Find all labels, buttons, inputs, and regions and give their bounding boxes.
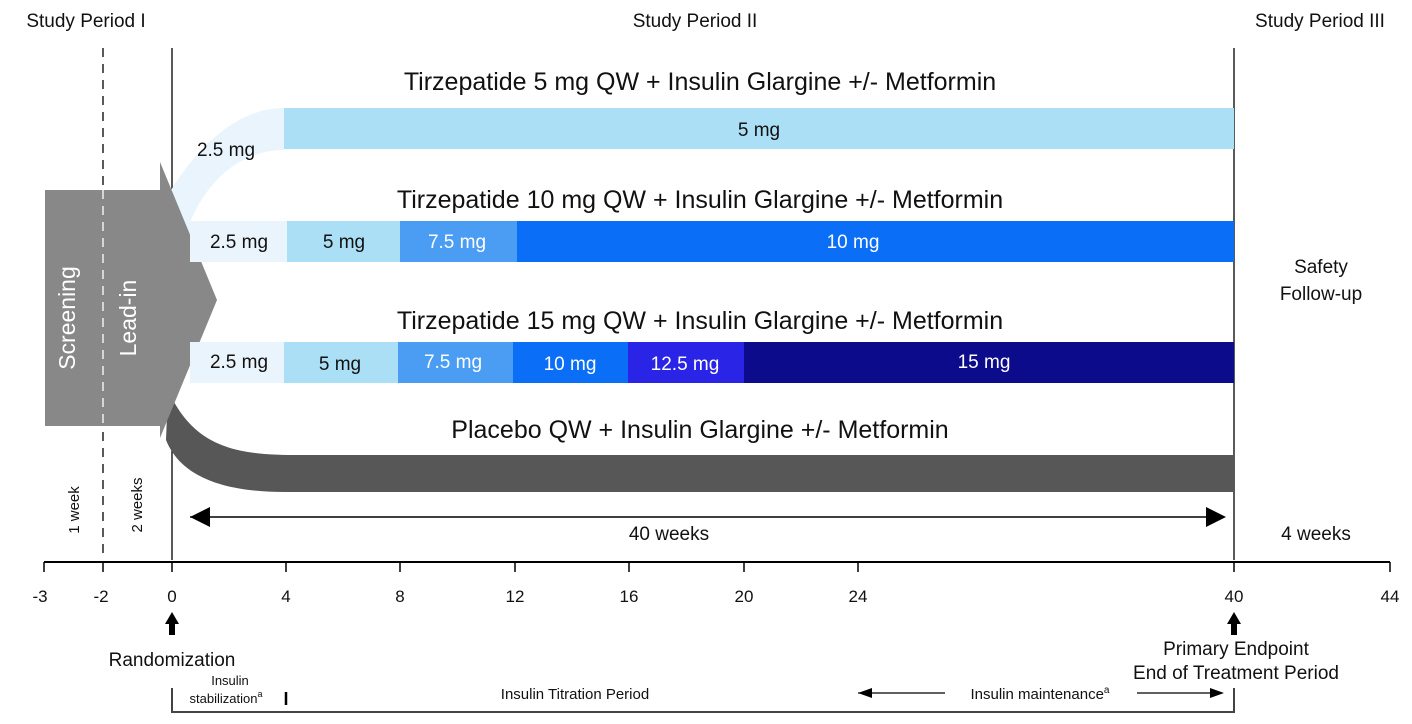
followup-duration-label: 4 weeks (1281, 524, 1351, 545)
weeks-2-label: 2 weeks (129, 477, 146, 532)
arm-4-title: Placebo QW + Insulin Glargine +/- Metfor… (451, 416, 948, 444)
week-1-label: 1 week (66, 486, 83, 534)
period-3-label: Study Period III (1255, 11, 1385, 32)
tick-label: 24 (849, 587, 868, 606)
tick-label: -2 (93, 587, 108, 606)
insulin-stabilization-line-2: stabilizationa (190, 689, 263, 706)
treatment-duration-label: 40 weeks (629, 524, 709, 545)
arm-3-dose-15: 15 mg (958, 352, 1011, 373)
tick-label: 0 (167, 587, 176, 606)
arm-2-dose-5: 5 mg (323, 232, 365, 253)
maintenance-arrowhead-right-icon (1210, 688, 1224, 698)
arm-2-dose-10: 10 mg (827, 232, 880, 253)
dose-fan-wedge (168, 108, 284, 270)
arm-2-dose-2-5: 2.5 mg (210, 232, 268, 253)
safety-line-1: Safety (1294, 257, 1348, 278)
arm-3-segment-2-5mg (190, 342, 284, 383)
tick-label: 4 (281, 587, 290, 606)
arm-3-title: Tirzepatide 15 mg QW + Insulin Glargine … (397, 307, 1003, 335)
arm-3-segment-10mg (513, 342, 628, 383)
arm-1-dose-2-5: 2.5 mg (197, 140, 255, 161)
tick-label: -3 (32, 587, 47, 606)
arrowhead-right-icon (1206, 507, 1226, 527)
insulin-titration-label: Insulin Titration Period (501, 686, 649, 703)
arm-1-title: Tirzepatide 5 mg QW + Insulin Glargine +… (404, 68, 996, 96)
arm-1-segment-5mg (284, 108, 1234, 149)
tick-label: 8 (395, 587, 404, 606)
arm-3-segment-5mg (284, 342, 398, 383)
period-1-label: Study Period I (26, 11, 145, 32)
end-of-treatment-label: End of Treatment Period (1133, 663, 1339, 684)
arm-2-segment-7-5mg (400, 221, 517, 262)
insulin-stabilization-line-1: Insulin (211, 673, 249, 688)
arm-3-dose-5: 5 mg (319, 354, 361, 375)
tick-label: 12 (506, 587, 525, 606)
arm-2-segment-10mg (517, 221, 1234, 262)
arm-3-dose-10: 10 mg (544, 354, 597, 375)
insulin-maintenance-label: Insulin maintenancea (971, 685, 1110, 703)
leadin-arrow (45, 162, 217, 438)
arm-3-dose-12-5: 12.5 mg (651, 354, 720, 375)
arm-3-segment-12-5mg (628, 342, 744, 383)
insulin-bracket (171, 688, 1235, 713)
arm-2-segment-5mg (287, 221, 400, 262)
endpoint-arrow-icon (1227, 612, 1241, 635)
period-2-label: Study Period II (633, 11, 758, 32)
placebo-bar (166, 390, 1234, 492)
tick-label: 20 (735, 587, 754, 606)
arm-3-segment-15mg (744, 342, 1234, 383)
arm-3-dose-2-5: 2.5 mg (210, 352, 268, 373)
axis-ticks (43, 562, 1391, 572)
maintenance-arrowhead-left-icon (858, 688, 872, 698)
primary-endpoint-label: Primary Endpoint (1163, 639, 1309, 660)
screening-label: Screening (54, 266, 80, 370)
leadin-label: Lead-in (115, 280, 141, 357)
safety-line-2: Follow-up (1280, 284, 1362, 305)
arrowhead-left-icon (190, 507, 210, 527)
arm-3-dose-7-5: 7.5 mg (424, 352, 482, 373)
tick-label: 44 (1381, 587, 1400, 606)
arm-2-title: Tirzepatide 10 mg QW + Insulin Glargine … (397, 186, 1003, 214)
arm-3-segment-7-5mg (398, 342, 513, 383)
arm-2-dose-7-5: 7.5 mg (428, 232, 486, 253)
randomization-arrow-icon (165, 612, 179, 635)
arm-2-segment-2-5mg (190, 221, 287, 262)
randomization-label: Randomization (109, 650, 236, 671)
tick-label: 16 (620, 587, 639, 606)
tick-label: 40 (1225, 587, 1244, 606)
arm-1-dose-5: 5 mg (738, 120, 780, 141)
